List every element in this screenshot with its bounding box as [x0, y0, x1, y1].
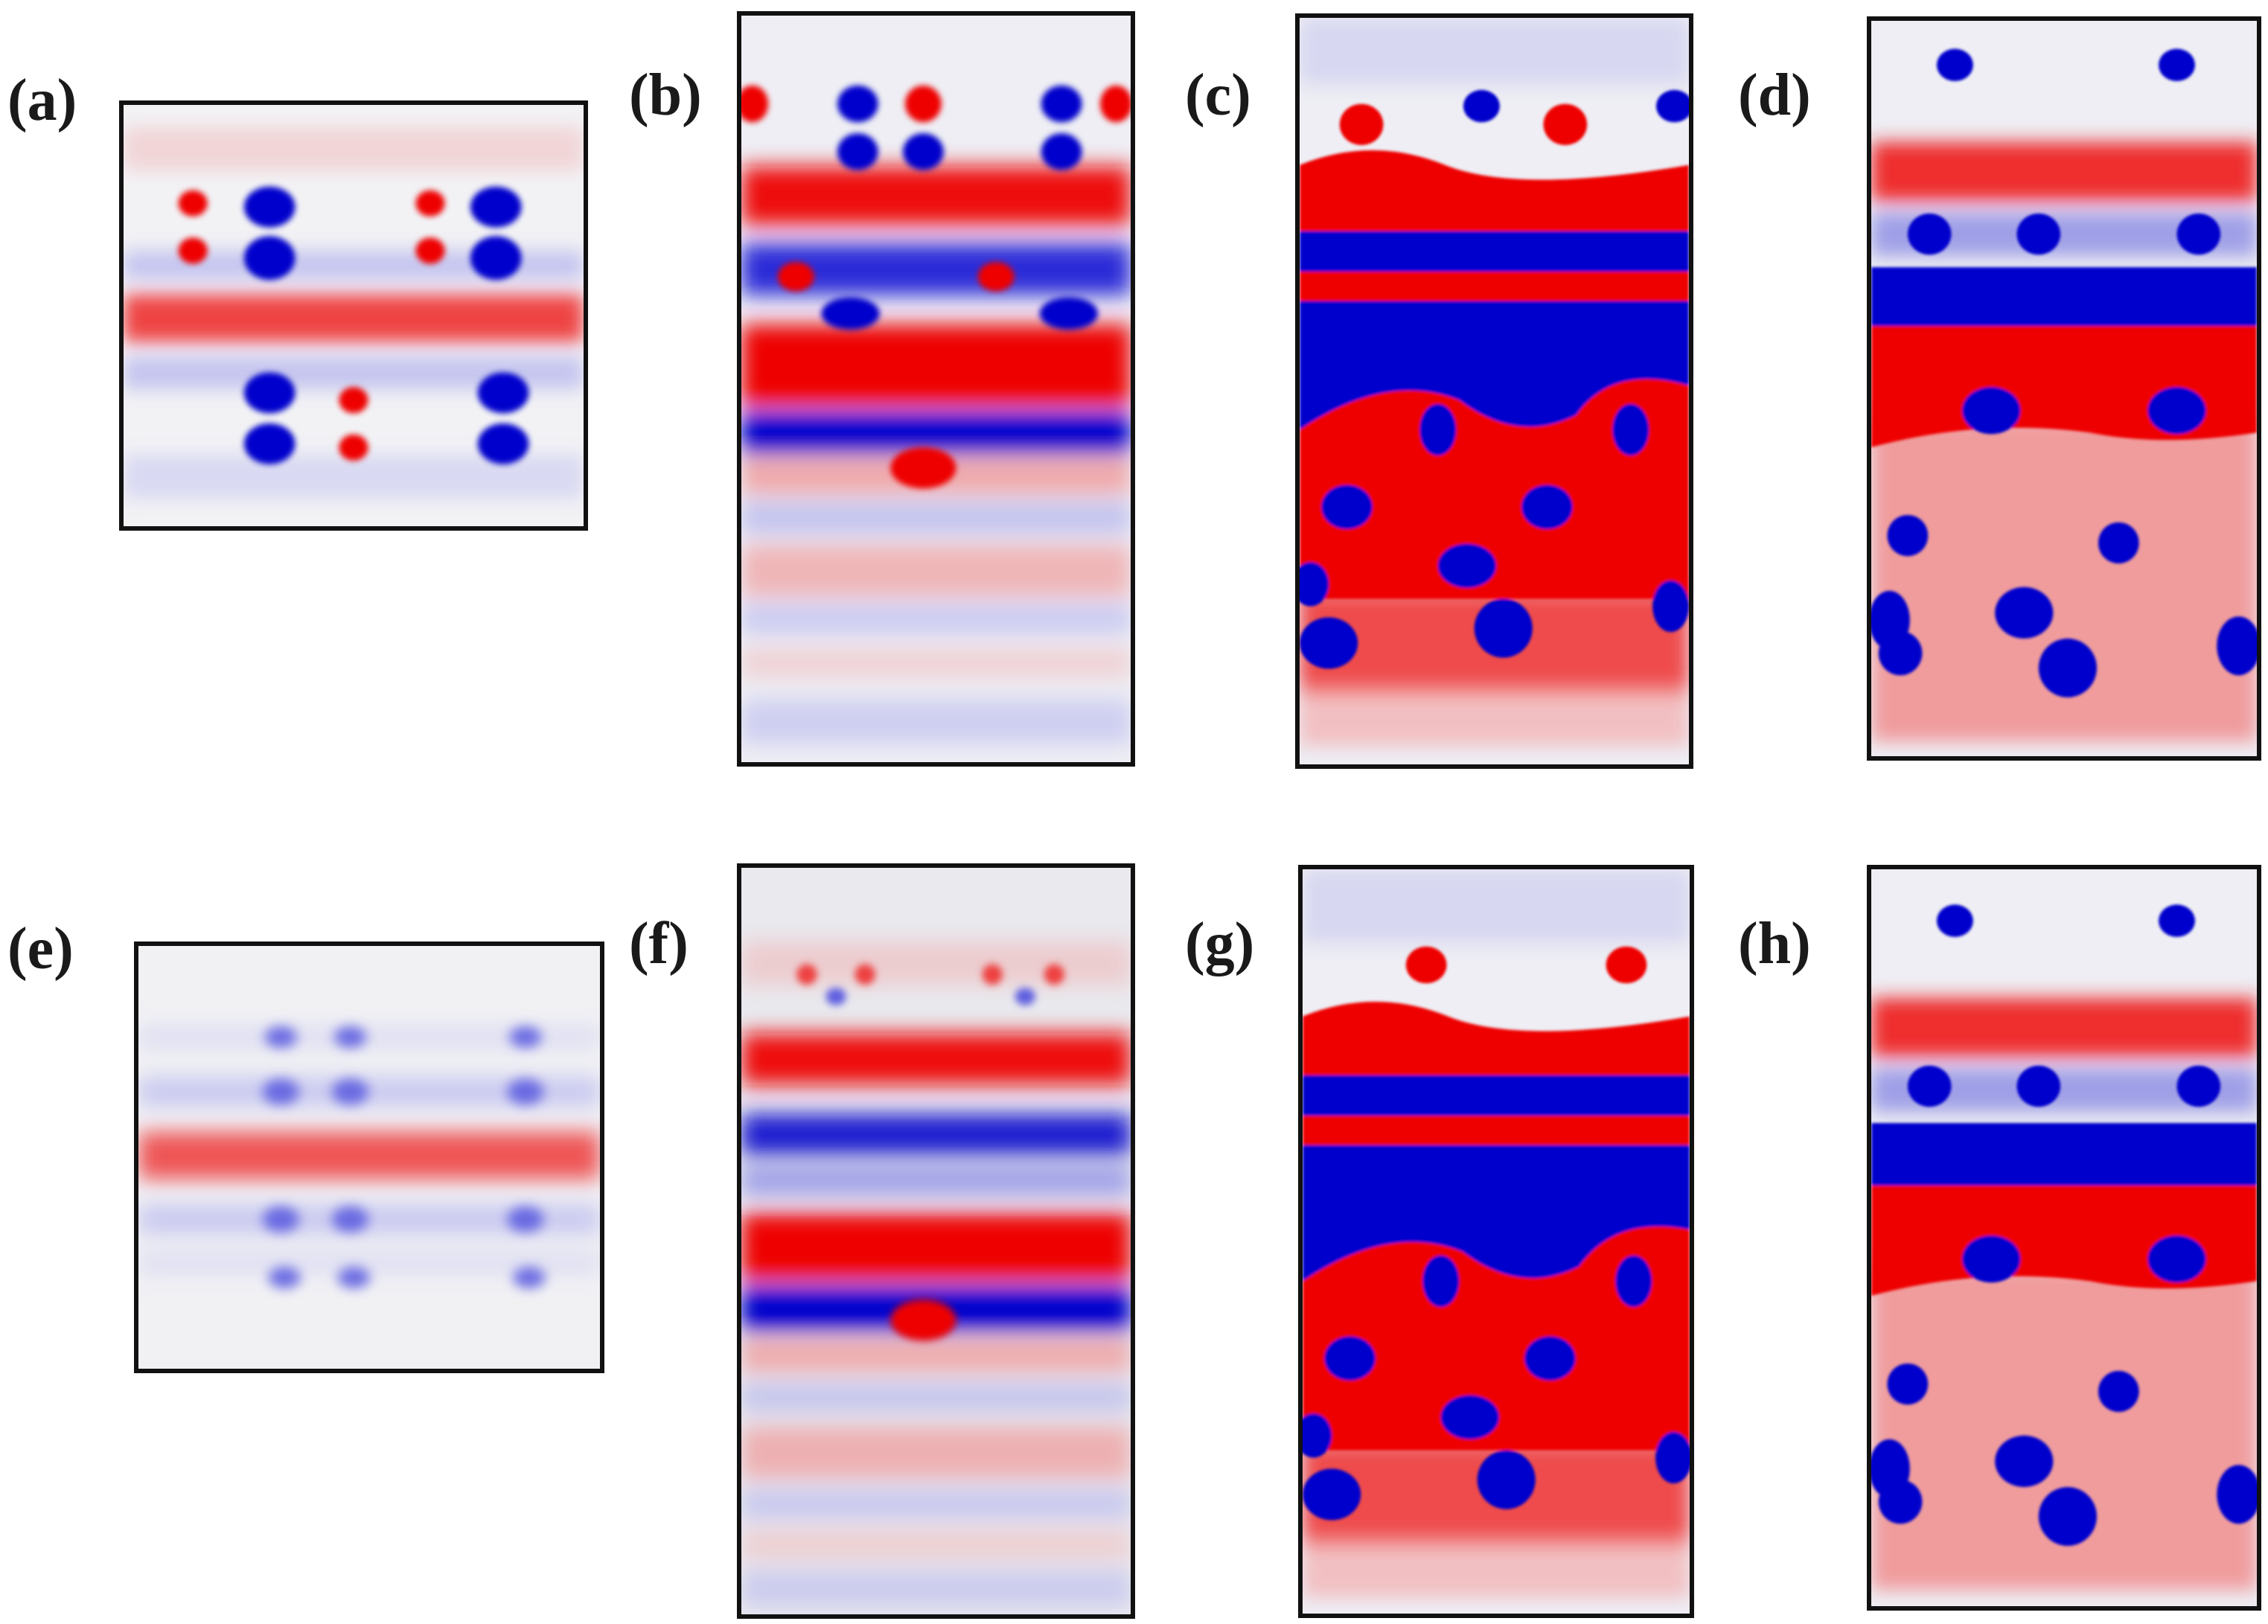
- panel-label-b: (b): [629, 63, 702, 128]
- charge-density-panel-f: [737, 863, 1135, 1619]
- panel-label-h: (h): [1738, 911, 1811, 976]
- panel-label-e: (e): [7, 916, 74, 982]
- charge-density-panel-d: [1867, 16, 2261, 761]
- charge-density-panel-c: [1295, 13, 1693, 769]
- panel-label-d: (d): [1738, 63, 1811, 128]
- charge-density-panel-h: [1867, 865, 2261, 1611]
- panel-label-c: (c): [1185, 63, 1251, 128]
- panel-label-g: (g): [1185, 911, 1255, 976]
- charge-density-panel-b: [737, 11, 1135, 767]
- panel-label-a: (a): [7, 68, 77, 133]
- charge-density-panel-g: [1298, 865, 1694, 1618]
- charge-density-panel-e: [134, 942, 604, 1373]
- charge-density-panel-a: [119, 100, 588, 531]
- panel-label-f: (f): [629, 911, 689, 976]
